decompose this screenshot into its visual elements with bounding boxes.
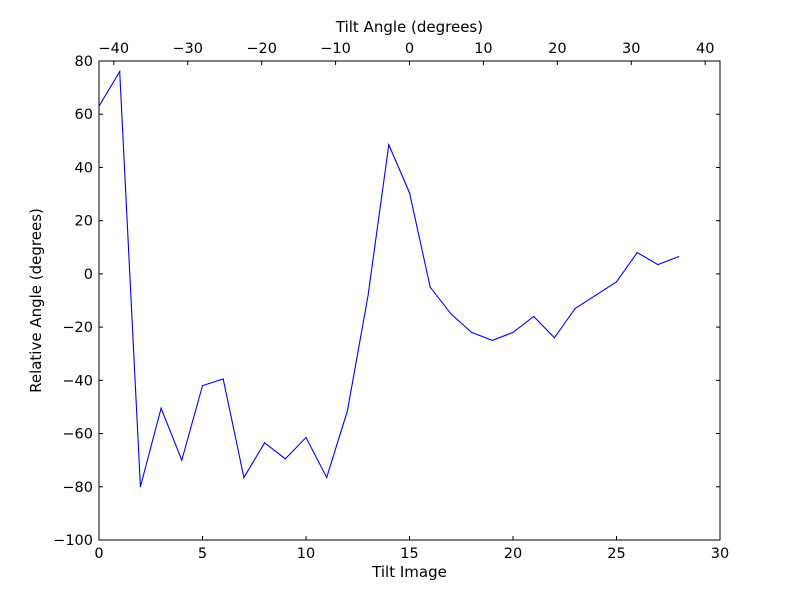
x2-tick-label: −30 bbox=[172, 41, 203, 57]
y-tick-label: −100 bbox=[53, 533, 93, 549]
x2-tick-label: 40 bbox=[696, 41, 714, 57]
y-axis-label: Relative Angle (degrees) bbox=[27, 208, 45, 393]
data-point bbox=[264, 442, 266, 444]
x-tick-label: 10 bbox=[297, 546, 315, 562]
x2-tick-label: 30 bbox=[622, 41, 640, 57]
x2-tick-label: −10 bbox=[320, 41, 351, 57]
data-point bbox=[222, 378, 224, 380]
y-tick-label: 0 bbox=[84, 267, 93, 283]
y-tick-label: 40 bbox=[75, 160, 93, 176]
data-point bbox=[284, 458, 286, 460]
x2-tick-label: 0 bbox=[405, 41, 414, 57]
y-tick-label: −20 bbox=[62, 320, 93, 336]
plot-frame bbox=[98, 60, 721, 541]
data-point bbox=[512, 331, 514, 334]
tick-labels-layer: 0 5 10 15 20 25 30−40 −30 −20 −10 0 10 20 30 40−100−80… bbox=[53, 41, 729, 562]
data-point bbox=[595, 294, 597, 296]
data-point bbox=[553, 337, 556, 339]
data-point bbox=[615, 281, 618, 283]
x-tick-label: 0 bbox=[94, 546, 103, 562]
x2-tick-label: 20 bbox=[548, 41, 566, 57]
data-point bbox=[346, 410, 348, 412]
y-tick-label: 20 bbox=[75, 214, 93, 230]
data-point bbox=[243, 476, 245, 479]
data-point bbox=[326, 476, 328, 479]
x-tick-label: 5 bbox=[198, 546, 207, 562]
data-point bbox=[533, 315, 535, 318]
x-tick-label: 20 bbox=[504, 546, 522, 562]
data-point bbox=[388, 144, 390, 146]
data-point bbox=[657, 263, 659, 266]
data-point bbox=[471, 331, 473, 334]
data-point bbox=[367, 294, 369, 296]
y-tick-label: 60 bbox=[75, 107, 93, 123]
data-point bbox=[139, 486, 141, 488]
y-tick-label: 80 bbox=[75, 54, 93, 70]
x-tick-label: 25 bbox=[607, 546, 625, 562]
x2-tick-label: −20 bbox=[246, 41, 277, 57]
x2-tick-label: 10 bbox=[474, 41, 492, 57]
y-tick-label: −40 bbox=[62, 373, 93, 389]
data-point bbox=[408, 192, 411, 194]
x-tick-label: 15 bbox=[400, 546, 418, 562]
x-axis-label: Tilt Image bbox=[371, 563, 447, 581]
data-point bbox=[636, 252, 638, 254]
y-tick-label: −60 bbox=[62, 427, 93, 443]
x2-tick-label: −40 bbox=[98, 41, 129, 57]
y-tick-label: −80 bbox=[62, 480, 93, 496]
data-point bbox=[201, 385, 204, 387]
data-point bbox=[119, 71, 121, 73]
data-point bbox=[491, 339, 493, 342]
data-point bbox=[429, 286, 431, 288]
plot-area bbox=[99, 61, 720, 540]
data-point bbox=[574, 307, 576, 310]
data-point bbox=[450, 313, 452, 315]
data-point bbox=[678, 255, 680, 258]
x-tick-label: 30 bbox=[711, 546, 729, 562]
data-point bbox=[160, 407, 162, 409]
data-point bbox=[305, 436, 307, 439]
data-point bbox=[181, 459, 183, 461]
x2-axis-label: Tilt Angle (degrees) bbox=[335, 18, 483, 36]
